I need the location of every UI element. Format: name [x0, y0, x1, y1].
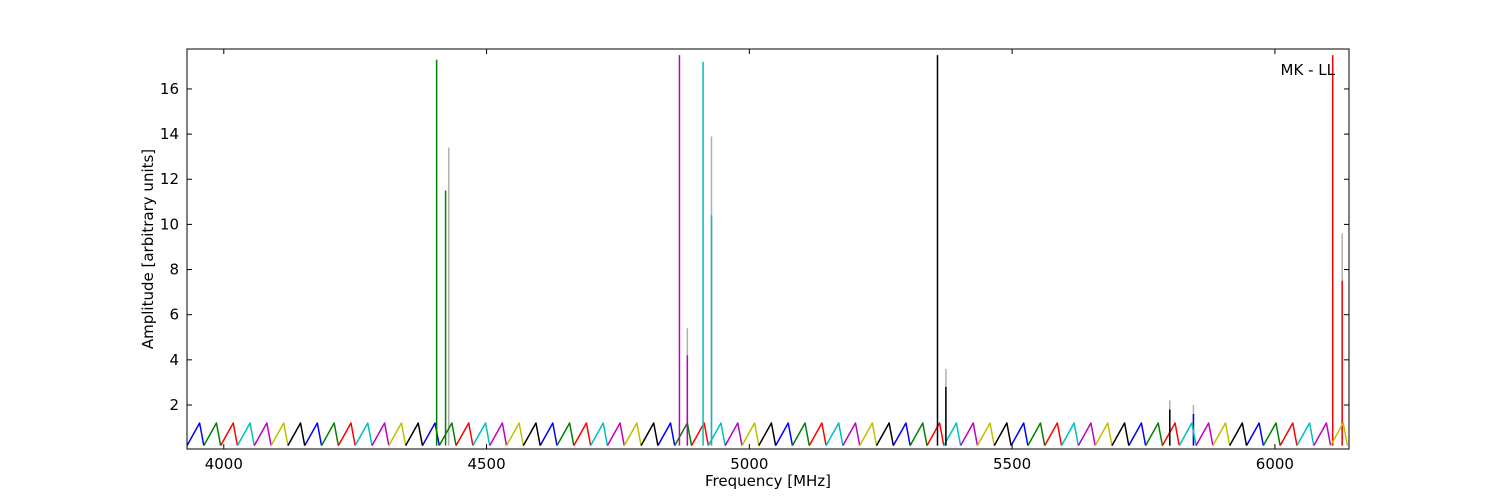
y-tick-label: 4 — [169, 351, 179, 369]
spectrum-line — [253, 55, 1332, 446]
annotation: MK - LL — [1281, 61, 1336, 79]
spectrum-line — [203, 59, 1281, 446]
plot-lines — [187, 55, 1349, 446]
x-tick-label: 4500 — [467, 455, 505, 473]
y-tick-label: 16 — [160, 80, 179, 98]
spectrum-line — [447, 136, 1343, 446]
x-tick-label: 5500 — [993, 455, 1031, 473]
y-axis-label: Amplitude [arbitrary units] — [139, 149, 157, 349]
spectrum-line — [287, 55, 1248, 446]
plot-frame — [186, 48, 1350, 450]
spectrum-line — [270, 422, 1349, 446]
spectrum-line — [187, 414, 1265, 446]
x-axis-label: Frequency [MHz] — [705, 472, 831, 490]
x-tick-label: 4000 — [205, 455, 243, 473]
spectrum-line — [236, 61, 1315, 446]
y-tick-label: 8 — [169, 261, 179, 279]
y-tick-label: 6 — [169, 306, 179, 324]
y-tick-label: 10 — [160, 215, 179, 233]
spectrum-line — [219, 55, 1343, 446]
y-tick-label: 14 — [160, 125, 179, 143]
x-tick-label: 5000 — [730, 455, 768, 473]
y-tick-label: 12 — [160, 170, 179, 188]
y-tick-label: 2 — [169, 396, 179, 414]
x-tick-label: 6000 — [1256, 455, 1294, 473]
